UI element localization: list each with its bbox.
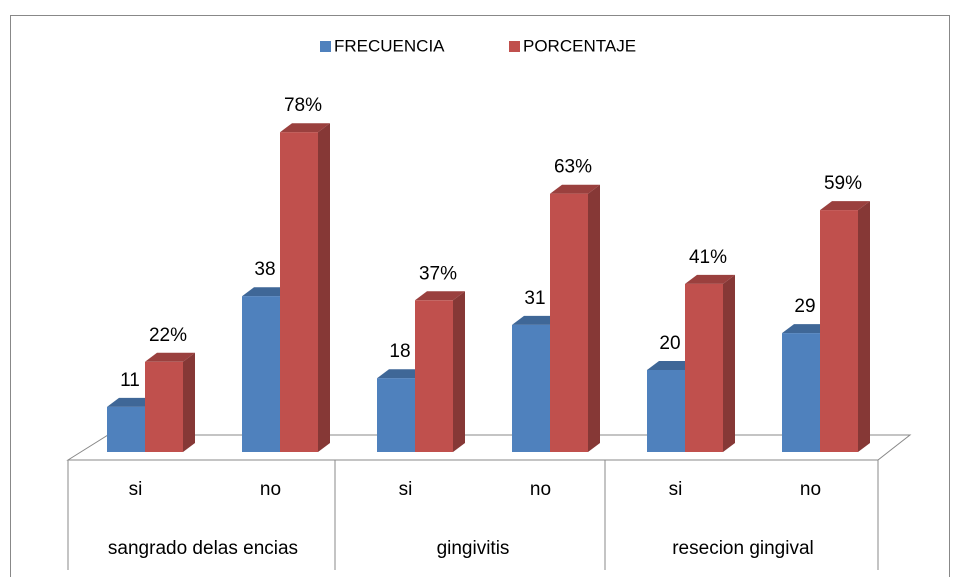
x-tick-label: si bbox=[129, 479, 143, 500]
bar-face bbox=[145, 361, 183, 452]
data-label: 11 bbox=[120, 370, 140, 391]
group-label: sangrado delas encias bbox=[108, 538, 298, 559]
bar-face bbox=[377, 369, 427, 379]
data-label: 22% bbox=[149, 325, 187, 346]
bar-face bbox=[820, 201, 870, 211]
legend-swatch bbox=[509, 41, 520, 52]
x-tick-label: no bbox=[800, 479, 821, 500]
data-label: 38 bbox=[254, 259, 275, 280]
bar-face bbox=[782, 324, 832, 334]
bar bbox=[280, 123, 330, 452]
data-label: 18 bbox=[389, 341, 410, 362]
bar-face bbox=[588, 184, 600, 452]
group-label: resecion gingival bbox=[672, 538, 814, 559]
legend-label: FRECUENCIA bbox=[334, 36, 445, 55]
bar-face bbox=[318, 123, 330, 452]
bar-face bbox=[512, 324, 550, 452]
bar-face bbox=[415, 300, 453, 452]
chart-border bbox=[10, 15, 950, 577]
bar-face bbox=[415, 291, 465, 301]
bar bbox=[685, 274, 735, 452]
bar-face bbox=[107, 406, 145, 452]
legend-swatch bbox=[320, 41, 331, 52]
bar bbox=[820, 201, 870, 452]
bar-face bbox=[107, 397, 157, 407]
bar-face bbox=[685, 274, 735, 284]
data-label: 59% bbox=[824, 173, 862, 194]
x-tick-label: no bbox=[260, 479, 281, 500]
bar-face bbox=[377, 378, 415, 452]
data-label: 37% bbox=[419, 263, 457, 284]
bar-face bbox=[723, 274, 735, 452]
x-tick-label: si bbox=[669, 479, 683, 500]
data-label: 41% bbox=[689, 247, 727, 268]
data-label: 78% bbox=[284, 95, 322, 116]
bar-face bbox=[145, 352, 195, 362]
bar-face bbox=[858, 201, 870, 452]
bar-face bbox=[782, 333, 820, 452]
bar-face bbox=[280, 132, 318, 452]
bar-face bbox=[242, 287, 292, 297]
bar-face bbox=[647, 370, 685, 452]
bar bbox=[550, 184, 600, 452]
bar-face bbox=[453, 291, 465, 452]
bar-face bbox=[550, 193, 588, 452]
bar-face bbox=[242, 296, 280, 452]
group-label: gingivitis bbox=[437, 538, 510, 559]
bar-face bbox=[685, 283, 723, 452]
bar-face bbox=[183, 352, 195, 452]
bar-face bbox=[820, 210, 858, 452]
data-label: 63% bbox=[554, 157, 592, 178]
bar-face bbox=[647, 361, 697, 370]
data-label: 31 bbox=[524, 288, 545, 309]
data-label: 29 bbox=[794, 296, 815, 317]
bar-face bbox=[550, 184, 600, 194]
legend-label: PORCENTAJE bbox=[523, 36, 636, 55]
bar-face bbox=[280, 123, 330, 133]
bar-face bbox=[512, 315, 562, 325]
data-label: 20 bbox=[659, 333, 680, 354]
bar bbox=[415, 291, 465, 452]
x-tick-label: si bbox=[399, 479, 413, 500]
x-tick-label: no bbox=[530, 479, 551, 500]
bar bbox=[145, 352, 195, 452]
